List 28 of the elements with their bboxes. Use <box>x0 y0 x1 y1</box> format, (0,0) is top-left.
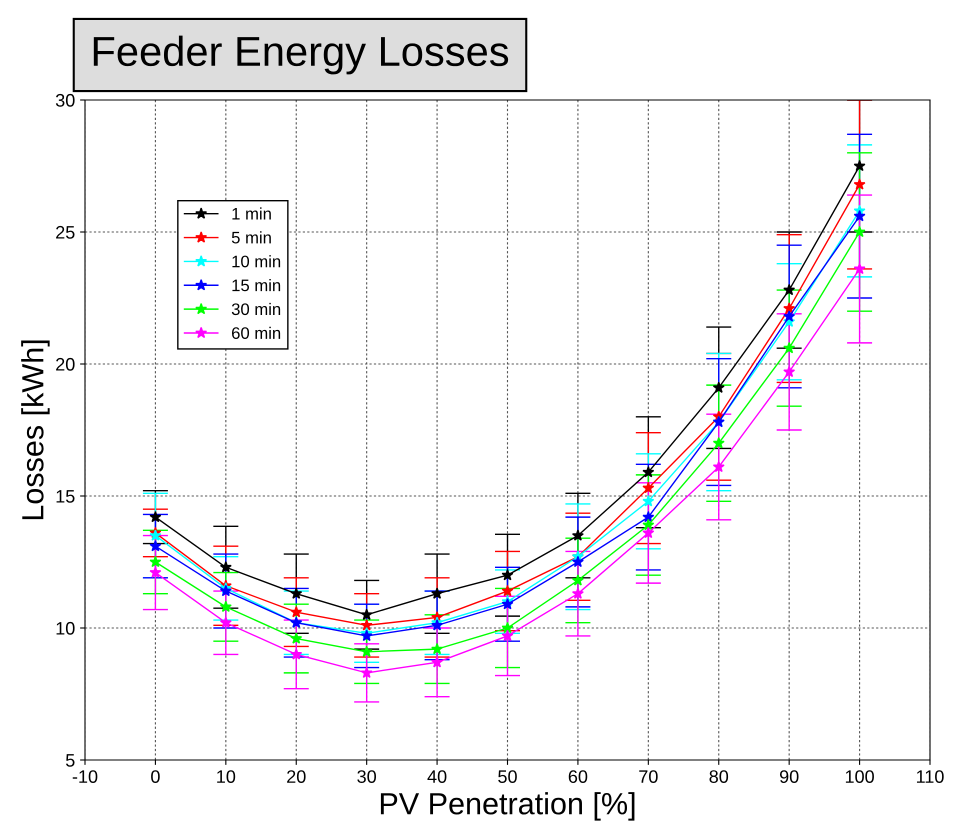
x-tick-label: 50 <box>498 770 517 783</box>
x-tick-label: 20 <box>287 770 306 783</box>
legend-label: 60 min <box>232 326 280 339</box>
x-tick-label: 110 <box>916 770 944 783</box>
legend-label: 10 min <box>232 255 280 268</box>
x-tick-label: 40 <box>427 770 446 783</box>
x-tick-label: 90 <box>780 770 799 783</box>
x-tick-label: 10 <box>217 770 236 783</box>
y-tick-label: 30 <box>56 94 75 107</box>
y-tick-label: 5 <box>66 754 75 767</box>
x-tick-label: 0 <box>151 770 160 783</box>
y-tick-label: 20 <box>56 358 75 371</box>
legend-label: 5 min <box>232 231 271 244</box>
y-tick-label: 15 <box>56 490 75 503</box>
x-tick-label: 30 <box>357 770 376 783</box>
legend-label: 15 min <box>232 279 280 292</box>
x-tick-label: 100 <box>846 770 874 783</box>
x-tick-label: 80 <box>709 770 728 783</box>
x-axis-title: PV Penetration [%] <box>380 792 634 821</box>
legend-label: 1 min <box>232 207 271 220</box>
y-tick-label: 10 <box>56 622 75 635</box>
chart-title: Feeder Energy Losses <box>94 36 508 74</box>
y-axis-title: Losses [kWh] <box>21 340 50 520</box>
x-tick-label: 70 <box>639 770 658 783</box>
x-tick-label: -10 <box>72 770 98 783</box>
x-tick-label: 60 <box>568 770 588 783</box>
y-tick-label: 25 <box>56 226 75 239</box>
legend-label: 30 min <box>232 302 280 316</box>
